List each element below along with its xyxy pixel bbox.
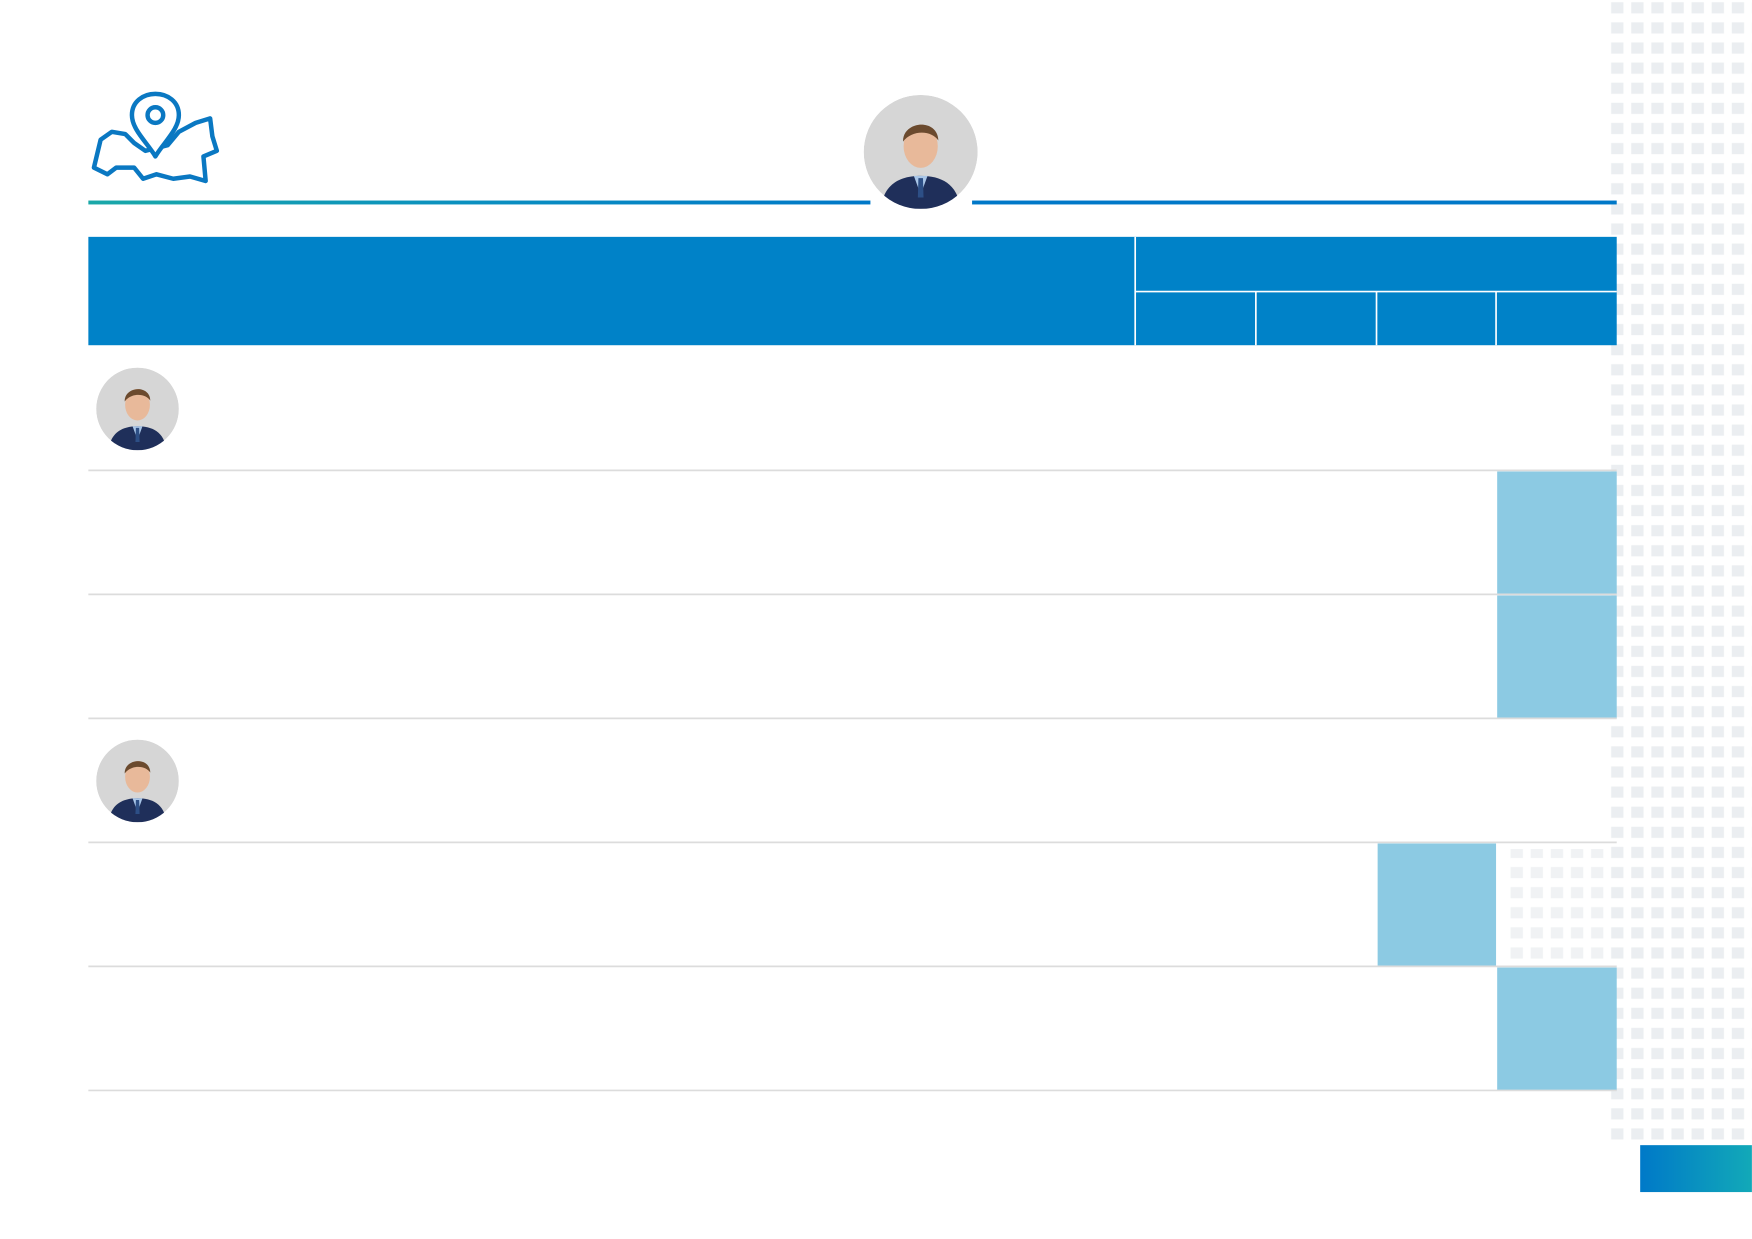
portrait bbox=[863, 94, 978, 209]
highlight-cell bbox=[1497, 595, 1617, 719]
divider bbox=[972, 200, 1617, 205]
decor-pattern bbox=[1608, 0, 1752, 1140]
highlight-cell bbox=[1497, 471, 1617, 595]
avatar bbox=[96, 739, 179, 823]
highlight-cell bbox=[1497, 967, 1617, 1091]
row-separators bbox=[88, 469, 1617, 1092]
highlight-cell bbox=[1377, 843, 1497, 967]
page-tab bbox=[1640, 1145, 1752, 1193]
decor-pattern bbox=[1508, 849, 1609, 984]
divider bbox=[88, 200, 871, 205]
avatar bbox=[96, 367, 179, 451]
russia-map-icon bbox=[91, 91, 220, 184]
header-dividers bbox=[1134, 236, 1617, 346]
